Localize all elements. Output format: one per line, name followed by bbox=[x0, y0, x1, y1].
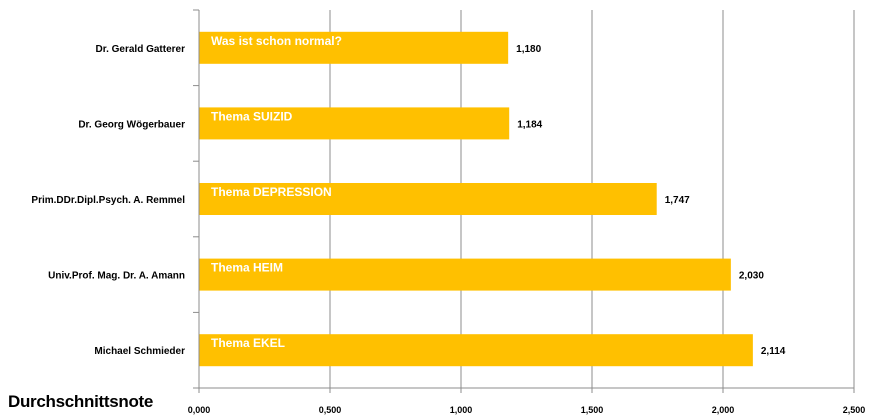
x-tick-label: 0,500 bbox=[319, 405, 342, 415]
data-label: 2,114 bbox=[761, 346, 786, 357]
bar bbox=[199, 334, 753, 367]
category-label: Univ.Prof. Mag. Dr. A. Amann bbox=[48, 271, 185, 282]
bar-label: Was ist schon normal? bbox=[211, 34, 342, 48]
category-label: Dr. Gerald Gatterer bbox=[96, 44, 186, 55]
category-label: Prim.DDr.Dipl.Psych. A. Remmel bbox=[31, 195, 185, 206]
x-tick-label: 0,000 bbox=[188, 405, 211, 415]
x-tick-label: 1,000 bbox=[450, 405, 473, 415]
category-label: Michael Schmieder bbox=[94, 346, 185, 357]
data-label: 1,747 bbox=[665, 195, 690, 206]
data-label: 2,030 bbox=[739, 271, 764, 282]
bar bbox=[199, 258, 731, 291]
x-tick-label: 2,000 bbox=[712, 405, 735, 415]
data-label: 1,184 bbox=[517, 119, 542, 130]
bar bbox=[199, 107, 510, 140]
bar-label: Thema HEIM bbox=[211, 261, 283, 275]
bar-label: Thema EKEL bbox=[211, 336, 285, 350]
x-tick-label: 2,500 bbox=[843, 405, 866, 415]
data-label: 1,180 bbox=[516, 44, 541, 55]
bar-label: Thema SUIZID bbox=[211, 109, 293, 123]
bar bbox=[199, 183, 657, 215]
x-axis-title: Durchschnittsnote bbox=[8, 392, 154, 411]
bar bbox=[199, 31, 509, 64]
category-label: Dr. Georg Wögerbauer bbox=[78, 119, 185, 130]
bar-label: Thema DEPRESSION bbox=[211, 185, 332, 199]
x-tick-label: 1,500 bbox=[581, 405, 604, 415]
